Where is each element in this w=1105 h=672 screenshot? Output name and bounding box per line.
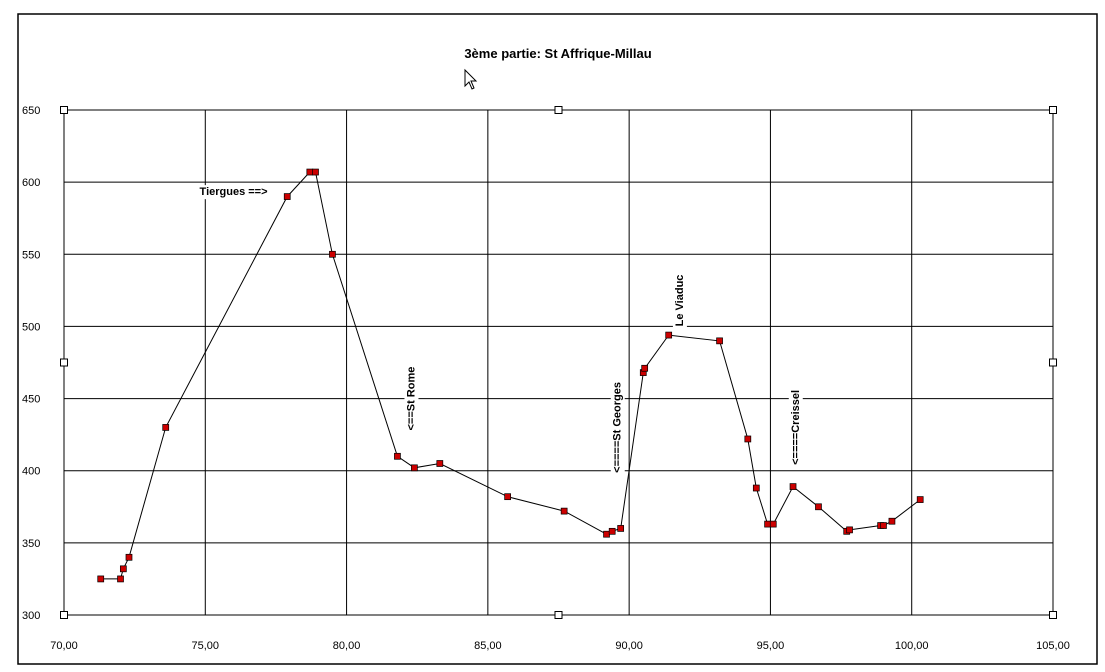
annotation-background xyxy=(788,386,803,468)
data-point[interactable] xyxy=(306,168,314,176)
data-point[interactable] xyxy=(411,464,418,472)
x-tick-label: 105,00 xyxy=(1036,640,1070,652)
elevation-series xyxy=(97,168,924,583)
x-tick-label: 90,00 xyxy=(615,640,643,652)
x-tick-label: 70,00 xyxy=(50,640,78,652)
chart-frame xyxy=(17,13,1098,665)
data-point[interactable] xyxy=(329,250,336,258)
x-axis-tick-labels: 70,00 75,00 80,00 85,00 90,00 95,00 100,00 105,… xyxy=(50,640,1070,652)
data-point[interactable] xyxy=(752,484,760,492)
resize-handle[interactable] xyxy=(554,611,563,619)
annotation-background xyxy=(196,185,271,200)
data-point[interactable] xyxy=(617,525,625,532)
mouse-cursor-icon xyxy=(464,68,478,90)
x-tick-label: 100,00 xyxy=(895,640,929,652)
data-point[interactable] xyxy=(162,424,170,431)
data-point[interactable] xyxy=(283,193,291,200)
x-tick-label: 80,00 xyxy=(333,640,361,652)
resize-handle[interactable] xyxy=(60,358,68,367)
resize-handle[interactable] xyxy=(1049,106,1057,114)
data-point[interactable] xyxy=(117,575,124,583)
y-tick-label: 300 xyxy=(22,610,40,622)
data-point[interactable] xyxy=(665,331,673,339)
data-point[interactable] xyxy=(846,526,853,534)
data-point[interactable] xyxy=(560,507,568,515)
annotation-background xyxy=(672,271,687,330)
data-point[interactable] xyxy=(436,460,444,467)
resize-handle[interactable] xyxy=(60,611,68,619)
annotations: Tiergues ==> <==St Rome <====St Georges Le … xyxy=(196,185,803,476)
annotation-label: Le Viaduc xyxy=(674,275,686,327)
data-point[interactable] xyxy=(504,493,511,501)
y-tick-label: 600 xyxy=(22,177,40,189)
data-point[interactable] xyxy=(789,483,797,490)
y-tick-label: 450 xyxy=(22,394,40,406)
data-point[interactable] xyxy=(916,496,924,503)
y-tick-label: 350 xyxy=(22,538,40,550)
data-point[interactable] xyxy=(815,503,822,511)
annotation-label: <====Creissel xyxy=(790,390,802,465)
data-point[interactable] xyxy=(125,553,133,561)
y-tick-label: 400 xyxy=(22,466,40,478)
annotation-label: Tiergues ==> xyxy=(200,186,268,198)
annotation-label: <====St Georges xyxy=(612,382,624,473)
x-tick-label: 75,00 xyxy=(192,640,220,652)
chart-title: 3ème partie: St Affrique-Millau xyxy=(464,46,651,61)
data-point[interactable] xyxy=(312,168,319,176)
data-point[interactable] xyxy=(119,565,127,573)
y-axis-tick-labels: 300 350 400 450 500 550 600 650 xyxy=(22,105,40,622)
resize-handle[interactable] xyxy=(1049,358,1057,367)
data-point[interactable] xyxy=(769,520,777,528)
y-tick-label: 550 xyxy=(22,249,40,261)
annotation-background xyxy=(404,363,419,434)
x-tick-label: 85,00 xyxy=(474,640,502,652)
selection-handles[interactable] xyxy=(60,106,1057,619)
data-point[interactable] xyxy=(97,575,105,583)
data-point[interactable] xyxy=(608,527,616,535)
y-tick-label: 500 xyxy=(22,321,40,333)
data-point[interactable] xyxy=(888,517,896,525)
resize-handle[interactable] xyxy=(1049,611,1057,619)
annotation-background xyxy=(610,379,625,476)
data-point[interactable] xyxy=(744,435,752,443)
data-point[interactable] xyxy=(880,522,887,529)
data-point[interactable] xyxy=(641,364,649,372)
resize-handle[interactable] xyxy=(60,106,68,114)
x-tick-label: 95,00 xyxy=(757,640,785,652)
annotation-label: <==St Rome xyxy=(405,367,417,431)
data-point[interactable] xyxy=(394,452,401,460)
resize-handle[interactable] xyxy=(554,106,563,114)
data-point[interactable] xyxy=(716,337,723,345)
y-tick-label: 650 xyxy=(22,105,40,117)
data-point[interactable] xyxy=(603,530,610,538)
data-point[interactable] xyxy=(764,520,771,528)
